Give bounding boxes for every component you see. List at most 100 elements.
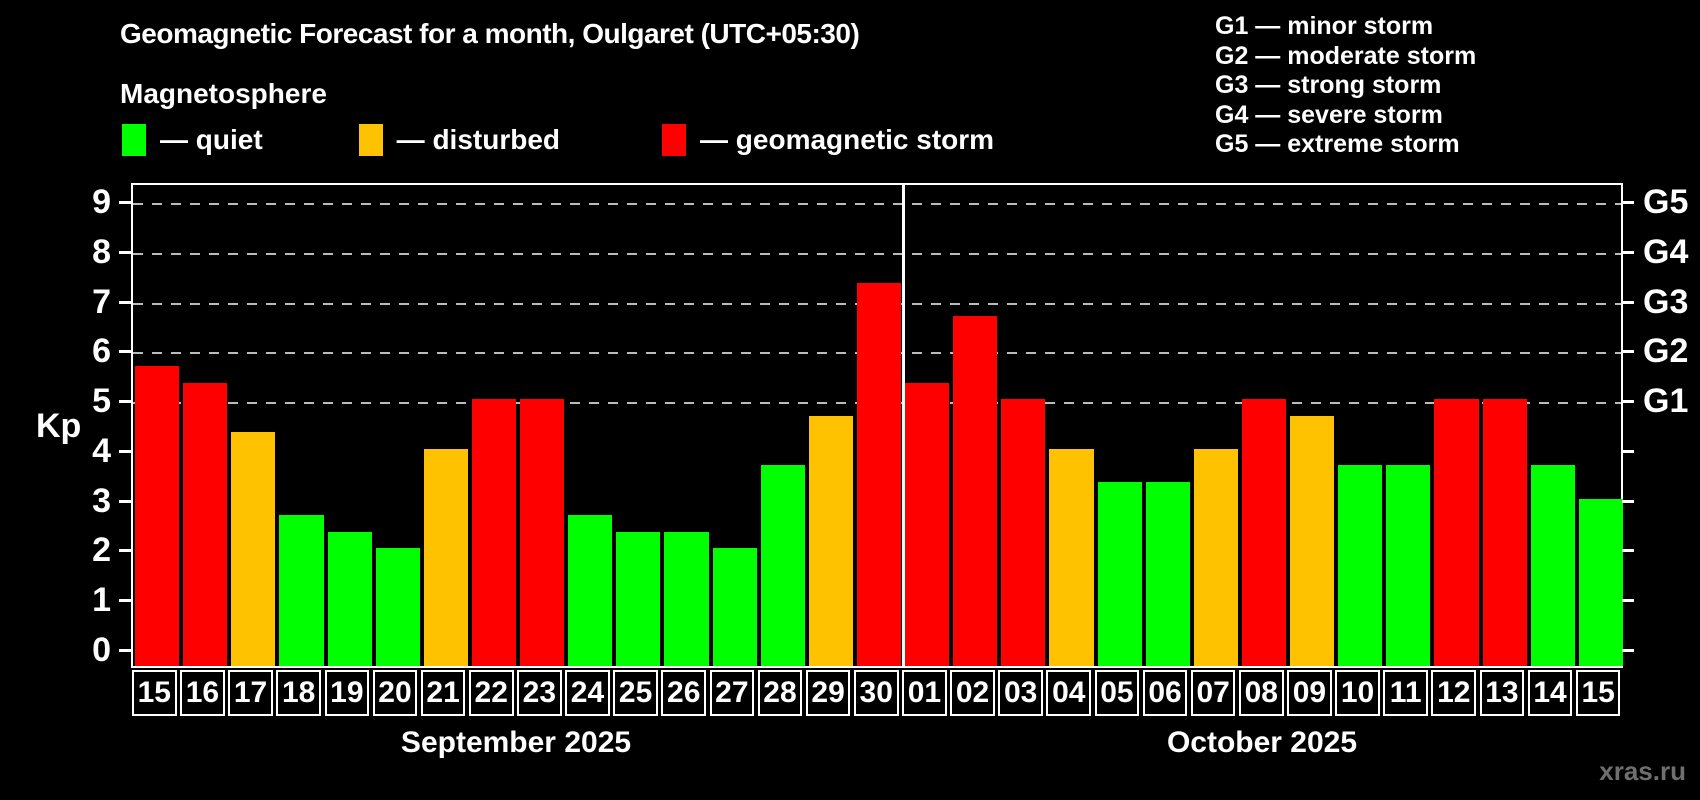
kp-bar-storm	[1482, 399, 1527, 666]
day-label: 16	[180, 670, 225, 716]
day-label: 27	[709, 670, 755, 716]
right-axis-tick	[1622, 449, 1634, 453]
day-label: 30	[853, 670, 899, 716]
day-label: 12	[1431, 670, 1477, 716]
y-axis-tick	[119, 549, 131, 553]
kp-bar-quiet	[760, 465, 805, 666]
month-label-october: October 2025	[1166, 726, 1358, 759]
y-axis-tick-label: 4	[92, 431, 111, 470]
day-label: 03	[998, 670, 1043, 716]
day-label: 19	[324, 670, 370, 716]
kp-bar-quiet	[1578, 498, 1623, 666]
kp-bar-quiet	[1530, 465, 1575, 666]
kp-bar-quiet	[1097, 482, 1142, 666]
kp-bar-quiet	[712, 548, 757, 666]
kp-bar-storm	[135, 365, 180, 666]
right-axis-tick	[1622, 200, 1634, 204]
kp-bar-storm	[471, 399, 517, 666]
y-axis-tick-label: 9	[92, 182, 111, 221]
storm-color-swatch	[662, 124, 687, 156]
day-label: 25	[613, 670, 658, 716]
storm-scale-g1: G1 — minor storm	[1215, 12, 1434, 40]
day-label: 01	[902, 670, 947, 716]
y-axis-tick-label: 6	[92, 332, 111, 371]
kp-bar-quiet	[616, 532, 661, 666]
kp-bar-disturbed	[231, 432, 276, 666]
legend-item-storm: — geomagnetic storm	[662, 124, 994, 156]
day-label: 26	[661, 670, 707, 716]
kp-bar-storm	[1001, 399, 1046, 666]
kp-bar-quiet	[375, 548, 420, 666]
right-axis-tick	[1622, 350, 1634, 354]
kp-bar-quiet	[664, 532, 709, 666]
legend-item-quiet: — quiet	[122, 124, 263, 156]
day-label: 09	[1287, 670, 1332, 716]
day-label: 23	[517, 670, 562, 716]
kp-bar-storm	[520, 399, 565, 666]
day-label: 11	[1383, 670, 1428, 716]
day-label: 24	[565, 670, 610, 716]
g-scale-label-g3: G3	[1643, 282, 1689, 321]
quiet-color-swatch	[122, 124, 146, 156]
month-separator-line	[901, 185, 905, 666]
day-label: 05	[1094, 670, 1140, 716]
y-axis-tick	[119, 649, 131, 652]
disturbed-color-swatch	[358, 124, 383, 156]
y-axis-tick-label: 0	[92, 631, 111, 669]
legend-label-disturbed: — disturbed	[396, 124, 561, 155]
right-axis-tick	[1622, 499, 1634, 503]
day-label: 13	[1479, 670, 1525, 716]
day-label: 22	[468, 670, 514, 716]
right-axis-tick	[1622, 549, 1634, 553]
y-axis-tick	[119, 250, 131, 254]
y-axis-tick	[119, 200, 131, 204]
day-label: 10	[1335, 670, 1380, 716]
right-axis-tick	[1622, 400, 1634, 404]
plot-area	[131, 183, 1623, 668]
y-axis-tick-label: 3	[92, 481, 111, 520]
day-label: 21	[420, 670, 466, 716]
day-label: 02	[950, 670, 995, 716]
g-scale-label-g5: G5	[1643, 182, 1689, 221]
legend-item-disturbed: — disturbed	[358, 124, 561, 156]
storm-scale-g2: G2 — moderate storm	[1215, 41, 1477, 70]
month-label-september: September 2025	[400, 726, 632, 759]
day-label: 15	[132, 670, 177, 716]
day-label: 15	[1575, 670, 1621, 716]
right-axis-tick	[1622, 599, 1634, 603]
y-axis-tick	[119, 599, 131, 603]
storm-scale-g3: G3 — strong storm	[1215, 71, 1442, 99]
day-label: 04	[1046, 670, 1092, 716]
kp-bar-disturbed	[1290, 415, 1335, 666]
day-label: 28	[757, 670, 803, 716]
day-label: 20	[372, 670, 418, 716]
day-label: 07	[1190, 670, 1236, 716]
page-title: Geomagnetic Forecast for a month, Oulgar…	[120, 18, 860, 49]
storm-scale-legend: G1 — minor storm G2 — moderate storm G3 …	[1215, 12, 1476, 160]
day-label: 17	[228, 670, 273, 716]
g-scale-label-g2: G2	[1643, 332, 1689, 371]
legend-label-quiet: — quiet	[160, 124, 263, 155]
kp-bar-quiet	[279, 515, 324, 666]
g-scale-label-g4: G4	[1643, 232, 1689, 271]
kp-bar-disturbed	[1193, 448, 1238, 666]
storm-scale-g4: G4 — severe storm	[1215, 100, 1443, 129]
y-axis-title: Kp	[36, 407, 82, 445]
kp-bar-disturbed	[1049, 448, 1094, 666]
day-label-row: 15 16 17 18 19 20 21 22 23 24 25 26 27 28 29 30 01 02 03 04…	[131, 670, 1623, 716]
chart-subtitle: Magnetosphere	[120, 78, 327, 109]
legend-label-storm: — geomagnetic storm	[700, 124, 995, 155]
gridline-kp8	[133, 252, 1621, 255]
kp-bar-storm	[856, 283, 902, 666]
y-axis-tick	[119, 400, 131, 404]
y-axis-tick-label: 8	[92, 232, 111, 271]
day-label: 29	[805, 670, 851, 716]
watermark: xras.ru	[1599, 756, 1686, 786]
y-axis-tick-label: 1	[92, 581, 111, 620]
kp-level-legend: — quiet — disturbed — geomagnetic storm	[122, 122, 994, 158]
day-label: 14	[1527, 670, 1573, 716]
kp-bar-storm	[183, 382, 228, 666]
y-axis-tick	[119, 300, 131, 304]
kp-bar-quiet	[1338, 465, 1383, 666]
